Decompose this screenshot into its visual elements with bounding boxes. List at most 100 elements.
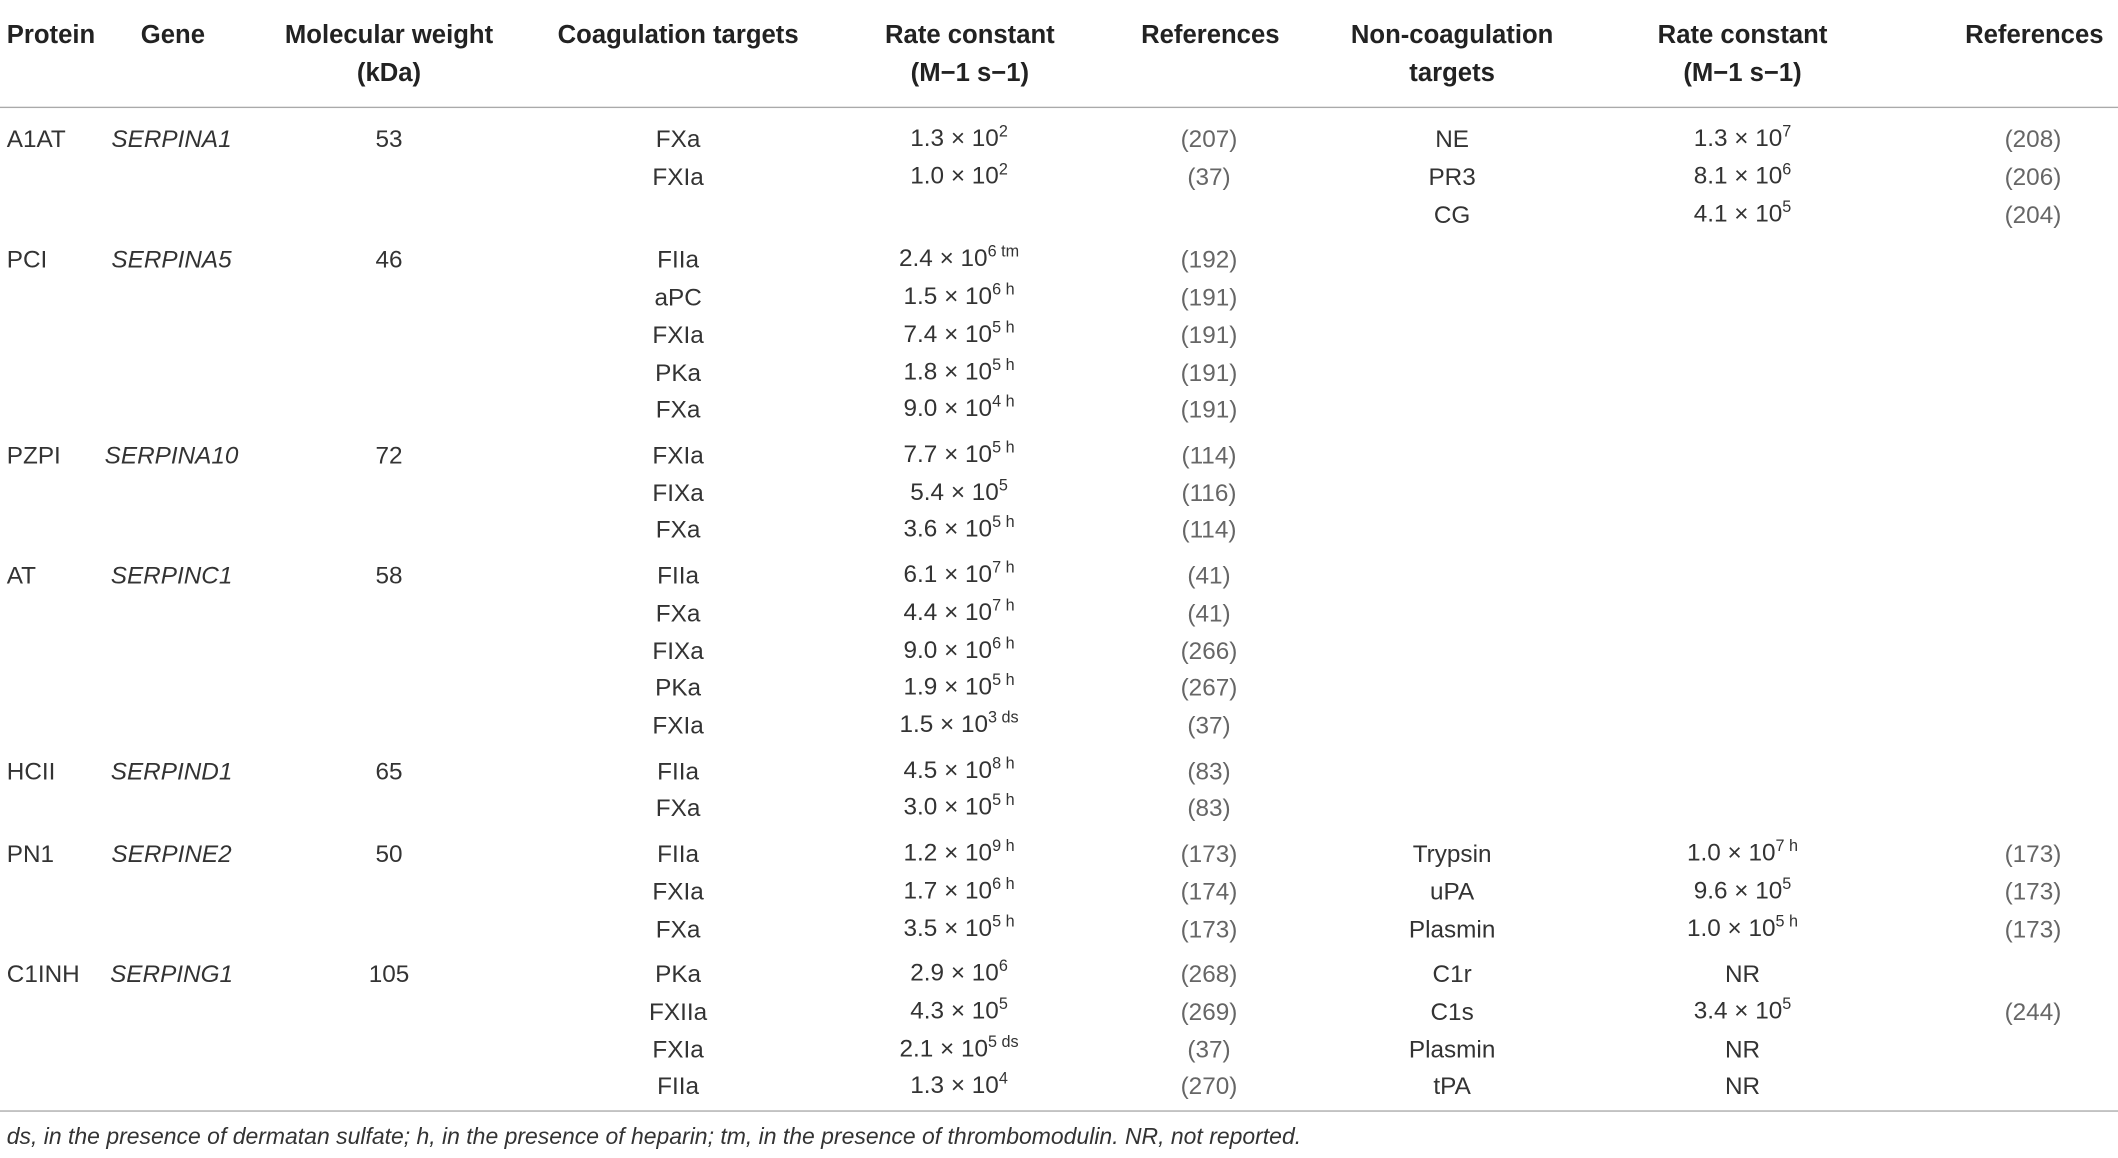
rate-exponent: 5 — [998, 993, 1008, 1013]
rate-constant: 1.3 × 104 — [910, 1069, 1008, 1102]
target: CG — [1433, 200, 1471, 228]
rate-base: 4.3 × 10 — [910, 996, 999, 1024]
molecular-weight: 46 — [375, 245, 403, 273]
reference: (37) — [1187, 1035, 1231, 1063]
rate-base: 1.5 × 10 — [903, 282, 993, 310]
rate-exponent: 2 — [998, 121, 1008, 141]
molecular-weight: 72 — [375, 441, 403, 469]
rate-base: 6.1 × 10 — [903, 560, 993, 588]
rate-exponent: 5 h — [992, 437, 1015, 457]
rate-base: 3.4 × 10 — [1693, 996, 1783, 1024]
rate-constant: 9.0 × 104 h — [903, 392, 1015, 425]
gene: SERPINA10 — [104, 441, 239, 469]
column-header: Rate constant (M−1 s−1) — [1657, 21, 1828, 88]
rate-constant: 1.0 × 105 h — [1686, 911, 1798, 944]
reference: (191) — [1180, 283, 1238, 311]
target: FIIa — [657, 840, 700, 868]
rate-exponent: 4 h — [992, 392, 1015, 412]
rate-constant: NR — [1725, 959, 1760, 989]
reference: (207) — [1180, 125, 1238, 153]
molecular-weight: 53 — [375, 125, 403, 153]
reference: (206) — [2004, 163, 2062, 191]
header-rule — [0, 106, 2118, 109]
target: Trypsin — [1412, 840, 1492, 868]
rate-base: 2.1 × 10 — [899, 1034, 989, 1062]
rate-exponent: 7 — [1782, 121, 1792, 141]
rate-base: 8.1 × 10 — [1693, 161, 1783, 189]
rate-constant: 7.4 × 105 h — [904, 317, 1015, 350]
target: PKa — [655, 960, 702, 988]
target: FXIa — [652, 877, 704, 905]
rate-constant: 5.4 × 105 — [910, 475, 1008, 508]
rate-constant: 1.0 × 102 — [910, 159, 1008, 192]
rate-exponent: 2 — [998, 159, 1008, 179]
gene: SERPING1 — [110, 960, 234, 988]
column-header: Gene — [140, 21, 206, 50]
reference: (37) — [1187, 163, 1231, 191]
rate-base: 5.4 × 10 — [910, 477, 999, 505]
rate-constant: 1.3 × 107 — [1694, 121, 1792, 155]
rate-base: 1.0 × 10 — [1686, 838, 1776, 866]
reference: (191) — [1180, 321, 1238, 349]
rate-exponent: 5 — [1782, 993, 1792, 1013]
reference: (173) — [2004, 877, 2062, 905]
rate-exponent: 4 — [998, 1069, 1008, 1088]
target: aPC — [654, 283, 702, 311]
rate-base: 1.0 × 10 — [1686, 913, 1776, 941]
rate-base: 9.0 × 10 — [903, 394, 993, 422]
protein: PN1 — [6, 840, 55, 868]
gene: SERPINE2 — [111, 840, 232, 868]
rate-base: 1.2 × 10 — [903, 838, 993, 866]
rate-exponent: 6 h — [992, 279, 1015, 299]
reference: (267) — [1180, 674, 1238, 702]
rate-constant: 3.4 × 105 — [1693, 993, 1792, 1027]
rate-exponent: 6 h — [992, 632, 1015, 652]
rate-exponent: 5 h — [992, 911, 1015, 931]
rate-exponent: 6 tm — [987, 241, 1020, 261]
reference: (116) — [1181, 478, 1237, 507]
rate-constant: NR — [1725, 1072, 1760, 1102]
target: FIIa — [657, 757, 700, 785]
target: FXIa — [652, 321, 704, 349]
target: FXIa — [652, 1035, 704, 1063]
footnote: ds, in the presence of dermatan sulfate;… — [6, 1123, 1302, 1150]
rate-constant: 3.5 × 105 h — [904, 911, 1015, 944]
rate-exponent: 5 h — [992, 790, 1015, 810]
molecular-weight: 65 — [375, 757, 403, 785]
rate-exponent: 6 — [1782, 159, 1792, 179]
rate-base: NR — [1724, 1035, 1761, 1063]
target: FIXa — [652, 478, 704, 507]
rate-exponent: 5 ds — [988, 1031, 1019, 1051]
target: FXIa — [652, 441, 704, 469]
target: NE — [1435, 125, 1470, 153]
reference: (83) — [1187, 794, 1231, 822]
rate-constant: 4.4 × 107 h — [904, 595, 1015, 629]
rate-exponent: 5 h — [992, 354, 1015, 374]
rate-exponent: 5 — [1782, 196, 1792, 216]
target: uPA — [1430, 877, 1475, 905]
protein: HCII — [6, 757, 56, 785]
rate-constant: 3.6 × 105 h — [904, 512, 1015, 546]
target: PKa — [655, 674, 702, 702]
rate-constant: 9.0 × 106 h — [903, 632, 1015, 666]
molecular-weight: 105 — [368, 960, 410, 988]
target: FXIa — [652, 711, 704, 740]
rate-exponent: 8 h — [992, 753, 1015, 773]
rate-base: 9.0 × 10 — [903, 635, 993, 663]
rate-base: 1.8 × 10 — [903, 357, 993, 385]
protein: C1INH — [6, 960, 80, 988]
reference: (37) — [1187, 711, 1231, 740]
column-header: Non-coagulation targets — [1350, 21, 1554, 88]
target: FXIa — [652, 163, 704, 191]
gene: SERPINC1 — [110, 561, 233, 589]
reference: (270) — [1180, 1073, 1238, 1101]
rate-constant: 1.8 × 105 h — [903, 354, 1015, 388]
target: FXa — [655, 516, 701, 544]
target: FIIa — [657, 561, 700, 589]
rate-constant: 1.0 × 107 h — [1686, 836, 1798, 869]
reference: (173) — [1180, 840, 1238, 868]
reference: (174) — [1180, 877, 1238, 905]
rate-base: 2.4 × 10 — [899, 244, 988, 272]
rate-constant: 2.4 × 106 tm — [899, 241, 1020, 275]
